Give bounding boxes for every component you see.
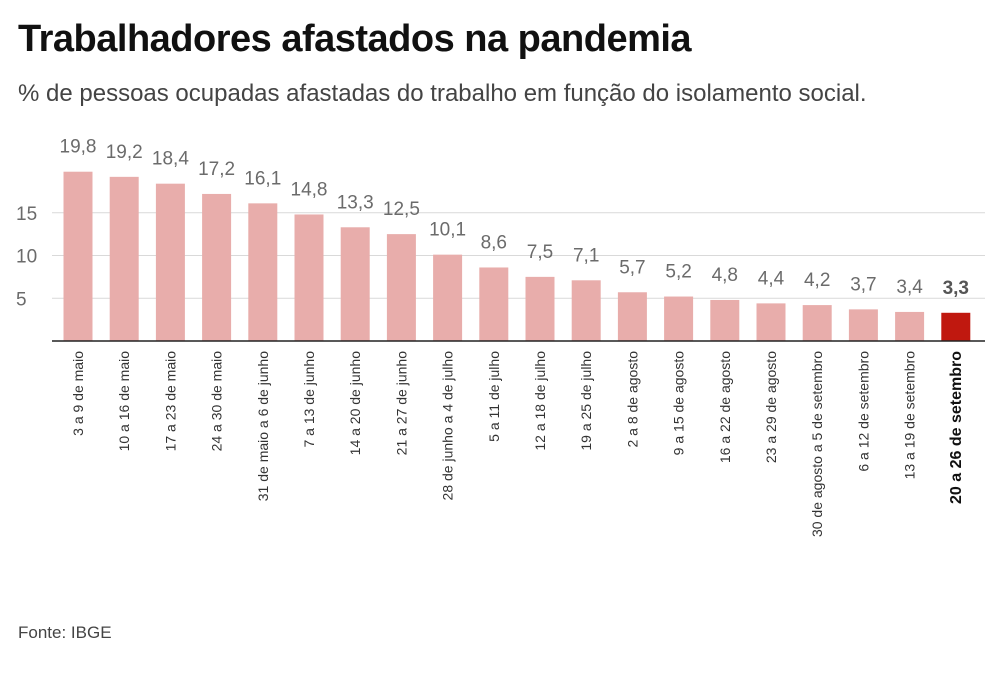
bar xyxy=(710,299,740,341)
x-category-label: 2 a 8 de agosto xyxy=(624,351,640,448)
value-label: 4,8 xyxy=(712,265,738,286)
bar xyxy=(664,296,694,341)
bar xyxy=(294,214,324,341)
value-label: 5,7 xyxy=(619,257,645,278)
value-label: 14,8 xyxy=(291,179,328,200)
value-label: 8,6 xyxy=(481,232,507,253)
bar xyxy=(340,227,370,341)
bar xyxy=(802,305,832,341)
x-category-label: 16 a 22 de agosto xyxy=(717,351,733,463)
x-category-label: 19 a 25 de julho xyxy=(578,351,594,451)
x-category-label: 6 a 12 de setembro xyxy=(855,351,871,472)
bar xyxy=(571,280,601,341)
source-note: Fonte: IBGE xyxy=(18,623,112,642)
bar xyxy=(941,312,971,341)
x-category-label: 17 a 23 de maio xyxy=(162,351,178,452)
bar xyxy=(756,303,786,341)
bar xyxy=(895,311,925,341)
value-label: 4,2 xyxy=(804,270,830,291)
value-label: 19,8 xyxy=(60,137,97,158)
y-tick-label: 15 xyxy=(16,204,37,225)
y-tick-label: 10 xyxy=(16,247,37,268)
bar xyxy=(63,171,93,341)
x-category-label: 21 a 27 de junho xyxy=(393,351,409,456)
x-category-label: 24 a 30 de maio xyxy=(209,351,225,452)
bar xyxy=(617,292,647,341)
value-label: 13,3 xyxy=(337,192,374,213)
value-label: 17,2 xyxy=(198,159,235,180)
value-label: 7,5 xyxy=(527,242,553,263)
x-category-label: 31 de maio a 6 de junho xyxy=(255,351,271,501)
x-category-label: 14 a 20 de junho xyxy=(347,351,363,456)
x-category-label: 9 a 15 de agosto xyxy=(671,351,687,456)
value-label: 18,4 xyxy=(152,149,189,170)
value-label: 12,5 xyxy=(383,199,420,220)
bar xyxy=(202,193,232,341)
value-label: 3,3 xyxy=(943,278,969,299)
y-tick-label: 5 xyxy=(16,289,27,310)
x-category-label: 28 de junho a 4 de julho xyxy=(440,351,456,501)
chart-subtitle: % de pessoas ocupadas afastadas do traba… xyxy=(18,80,867,107)
bar xyxy=(109,176,139,341)
x-category-label: 5 a 11 de julho xyxy=(486,351,502,442)
x-category-label: 30 de agosto a 5 de setembro xyxy=(809,351,825,537)
value-label: 19,2 xyxy=(106,142,143,163)
value-label: 3,7 xyxy=(850,274,876,295)
x-category-label: 10 a 16 de maio xyxy=(116,351,132,452)
x-category-label: 3 a 9 de maio xyxy=(70,351,86,436)
bar xyxy=(433,254,463,341)
x-category-label: 23 a 29 de agosto xyxy=(763,351,779,463)
value-label: 10,1 xyxy=(429,220,466,241)
value-label: 7,1 xyxy=(573,245,599,266)
bar xyxy=(848,309,878,341)
bar xyxy=(155,183,185,341)
value-label: 3,4 xyxy=(896,277,923,298)
value-label: 5,2 xyxy=(665,262,691,283)
chart-title: Trabalhadores afastados na pandemia xyxy=(18,18,692,60)
bar xyxy=(386,234,416,341)
bar xyxy=(525,276,555,341)
value-label: 16,1 xyxy=(244,168,281,189)
value-label: 4,4 xyxy=(758,268,785,289)
x-category-label: 7 a 13 de junho xyxy=(301,351,317,448)
x-category-label: 12 a 18 de julho xyxy=(532,351,548,451)
bar xyxy=(248,203,278,341)
x-category-label: 13 a 19 de setembro xyxy=(902,351,918,480)
bar xyxy=(479,267,509,341)
x-category-label: 20 a 26 de setembro xyxy=(948,351,965,504)
